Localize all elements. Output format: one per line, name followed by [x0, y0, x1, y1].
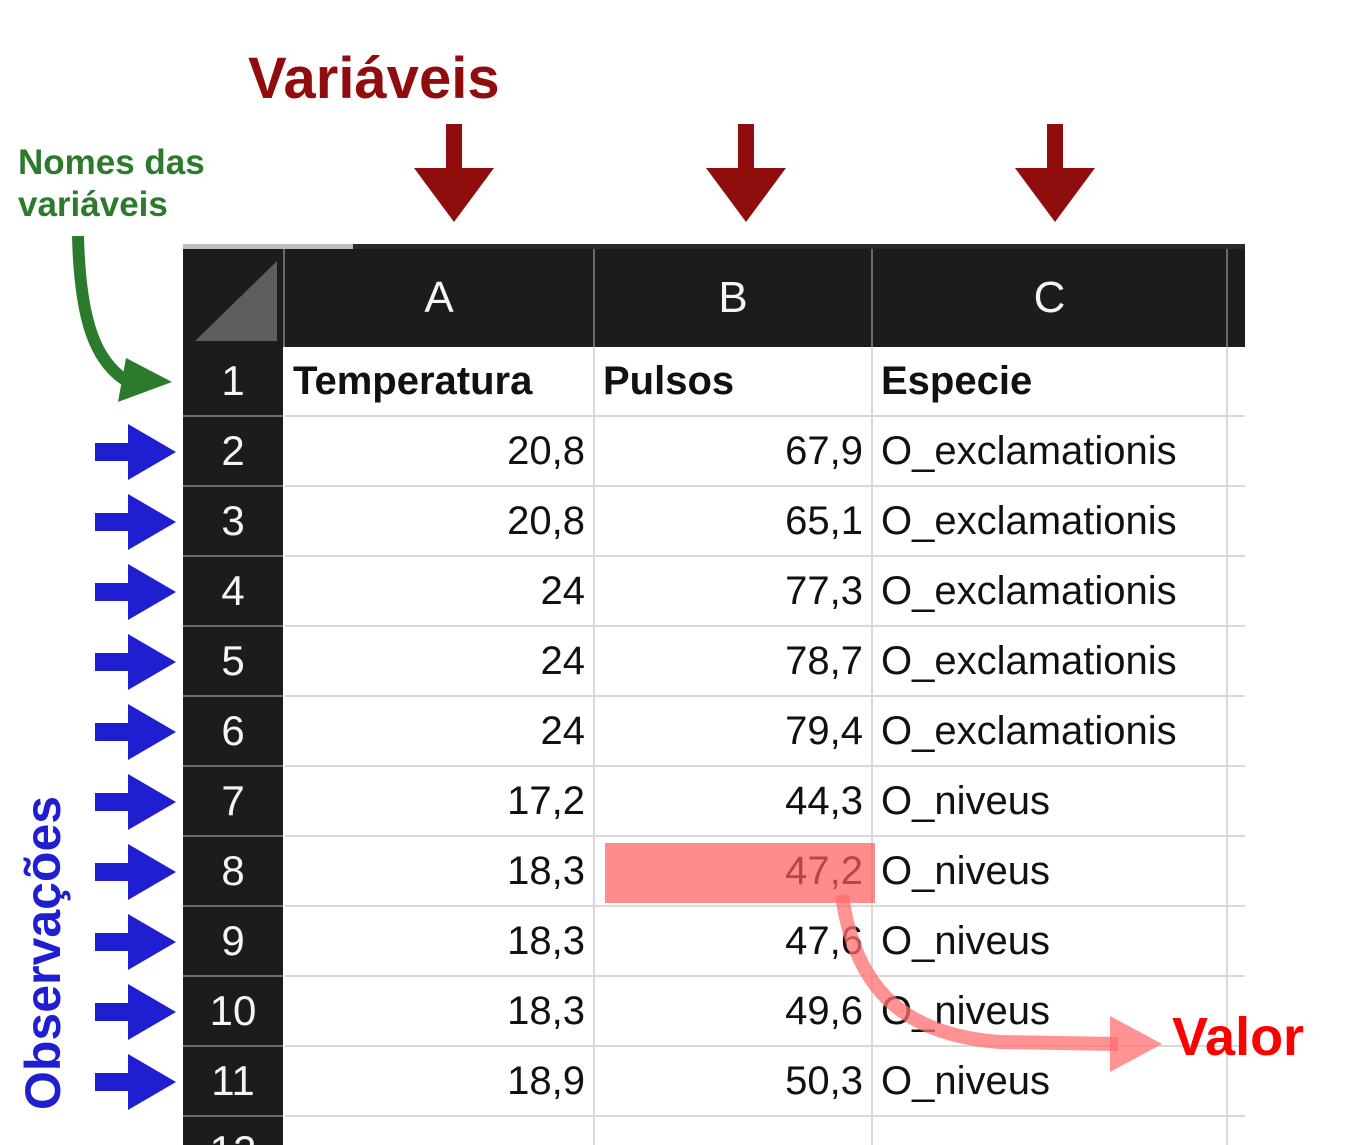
table-cell[interactable]: O_exclamationis [873, 487, 1228, 557]
table-cell[interactable]: O_exclamationis [873, 417, 1228, 487]
table-cell[interactable]: 50,3 [595, 1047, 873, 1117]
value-arrow-icon [835, 894, 1162, 1072]
row-header[interactable]: 7 [183, 767, 283, 837]
empty-cell[interactable] [1228, 627, 1245, 697]
row-header[interactable]: 2 [183, 417, 283, 487]
table-cell[interactable]: 18,3 [285, 977, 595, 1047]
sheet-top-border-light [183, 244, 353, 249]
table-cell[interactable]: 79,4 [595, 697, 873, 767]
empty-cell[interactable] [1228, 767, 1245, 837]
spreadsheet: A B C 1 Temperatura Pulsos Especie 2 20,8 67,9… [183, 244, 1245, 1145]
table-cell[interactable]: 77,3 [595, 557, 873, 627]
observation-arrow-icon [95, 984, 176, 1040]
table-cell[interactable]: O_niveus [873, 767, 1228, 837]
variable-arrow-icon [1015, 124, 1095, 222]
empty-cell[interactable] [1228, 977, 1245, 1047]
table-cell[interactable]: O_niveus [873, 1047, 1228, 1117]
column-header-c[interactable]: C [873, 249, 1228, 347]
empty-cell[interactable] [285, 1117, 595, 1145]
table-cell[interactable]: 18,3 [285, 907, 595, 977]
variable-arrow-icon [414, 124, 494, 222]
table-cell[interactable]: O_exclamationis [873, 627, 1228, 697]
table-cell[interactable]: 44,3 [595, 767, 873, 837]
observation-arrow-icon [95, 914, 176, 970]
observation-arrow-icon [95, 424, 176, 480]
table-cell[interactable]: 24 [285, 697, 595, 767]
row-header[interactable]: 3 [183, 487, 283, 557]
empty-cell[interactable] [595, 1117, 873, 1145]
observation-arrow-icon [95, 704, 176, 760]
header-cell[interactable]: Temperatura [285, 347, 595, 417]
corner-triangle-icon [195, 261, 277, 341]
sheet-top-border [183, 244, 1245, 249]
header-cell[interactable]: Especie [873, 347, 1228, 417]
table-cell[interactable]: 18,3 [285, 837, 595, 907]
table-cell[interactable]: 20,8 [285, 487, 595, 557]
observation-arrow-icon [95, 634, 176, 690]
variable-names-label-line1: Nomes das [18, 143, 205, 182]
variable-names-label: Nomes das variáveis [18, 142, 205, 226]
empty-cell[interactable] [1228, 697, 1245, 767]
empty-cell[interactable] [1228, 417, 1245, 487]
observation-arrow-icon [95, 774, 176, 830]
row-header[interactable]: 1 [183, 347, 283, 417]
variable-names-arrow-icon [72, 235, 172, 402]
empty-cell[interactable] [1228, 487, 1245, 557]
row-header[interactable]: 6 [183, 697, 283, 767]
column-header-b[interactable]: B [595, 249, 873, 347]
row-header[interactable]: 4 [183, 557, 283, 627]
row-header[interactable]: 5 [183, 627, 283, 697]
row-header[interactable]: 10 [183, 977, 283, 1047]
column-header-d[interactable] [1228, 249, 1245, 347]
empty-cell[interactable] [1228, 557, 1245, 627]
table-cell[interactable]: 67,9 [595, 417, 873, 487]
row-header[interactable]: 11 [183, 1047, 283, 1117]
table-cell[interactable]: 18,9 [285, 1047, 595, 1117]
highlighted-cell [605, 843, 875, 903]
table-cell[interactable]: 49,6 [595, 977, 873, 1047]
observation-arrow-icon [95, 1054, 176, 1110]
table-cell[interactable]: 20,8 [285, 417, 595, 487]
table-cell[interactable]: 78,7 [595, 627, 873, 697]
table-cell[interactable]: 65,1 [595, 487, 873, 557]
header-cell[interactable]: Pulsos [595, 347, 873, 417]
observation-arrow-icon [95, 564, 176, 620]
row-header[interactable]: 12 [183, 1117, 283, 1145]
table-cell[interactable]: 24 [285, 627, 595, 697]
variable-names-label-line2: variáveis [18, 185, 168, 224]
table-cell[interactable]: O_niveus [873, 907, 1228, 977]
column-header-a[interactable]: A [285, 249, 595, 347]
table-cell[interactable]: 17,2 [285, 767, 595, 837]
observation-arrow-icon [95, 844, 176, 900]
empty-cell[interactable] [1228, 837, 1245, 907]
table-cell[interactable]: 24 [285, 557, 595, 627]
table-cell[interactable]: O_niveus [873, 837, 1228, 907]
empty-cell[interactable] [1228, 347, 1245, 417]
empty-cell[interactable] [1228, 1047, 1245, 1117]
empty-cell[interactable] [1228, 907, 1245, 977]
variable-arrow-icon [706, 124, 786, 222]
select-all-corner[interactable] [183, 249, 285, 347]
table-cell[interactable]: O_exclamationis [873, 557, 1228, 627]
table-cell[interactable]: O_exclamationis [873, 697, 1228, 767]
value-label: Valor [1172, 1007, 1305, 1067]
row-header[interactable]: 9 [183, 907, 283, 977]
row-header[interactable]: 8 [183, 837, 283, 907]
variables-title: Variáveis [248, 46, 500, 111]
observation-arrow-icon [95, 494, 176, 550]
empty-cell[interactable] [873, 1117, 1228, 1145]
